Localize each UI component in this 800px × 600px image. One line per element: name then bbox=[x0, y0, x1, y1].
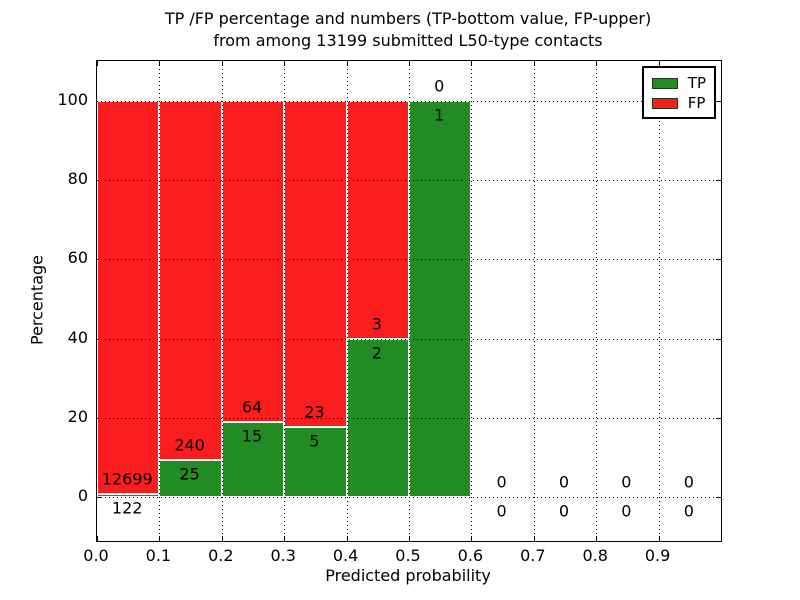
y-tick-label: 60 bbox=[67, 248, 88, 268]
bar-fp-segment bbox=[159, 100, 222, 460]
x-tick-label: 0.3 bbox=[270, 546, 296, 565]
chart-title-line2: from among 13199 submitted L50-type cont… bbox=[213, 31, 603, 50]
x-tick-label: 0.2 bbox=[208, 546, 234, 565]
x-tick-label: 0.8 bbox=[582, 546, 608, 565]
bar-tp-segment bbox=[284, 426, 347, 498]
gridline-vertical bbox=[658, 61, 660, 541]
tp-count-label: 0 bbox=[496, 501, 507, 521]
gridline-vertical bbox=[533, 61, 535, 541]
fp-count-label: 0 bbox=[558, 472, 570, 492]
gridline-vertical bbox=[471, 61, 473, 541]
bar-fp-segment bbox=[346, 100, 409, 339]
y-tick-label: 100 bbox=[57, 89, 88, 109]
legend-label-fp: FP bbox=[687, 93, 706, 112]
fp-count-label: 0 bbox=[496, 472, 507, 492]
chart-title-line1: TP /FP percentage and numbers (TP-bottom… bbox=[164, 9, 652, 28]
fp-count-label: 12699 bbox=[101, 469, 153, 489]
fp-count-label: 0 bbox=[621, 472, 632, 492]
gridline-vertical bbox=[284, 61, 286, 541]
bar-tp-segment bbox=[97, 493, 160, 498]
fp-count-label: 0 bbox=[683, 472, 694, 492]
bar-tp-segment bbox=[409, 100, 472, 498]
fp-count-label: 240 bbox=[174, 435, 205, 455]
y-tick-label: 20 bbox=[67, 407, 88, 427]
x-tick-label: 0.5 bbox=[395, 546, 421, 565]
gridline-vertical bbox=[596, 61, 598, 541]
x-tick-label: 0.7 bbox=[520, 546, 546, 565]
x-tick-mark-top bbox=[97, 61, 98, 66]
gridline-vertical bbox=[409, 61, 410, 541]
x-tick-mark bbox=[721, 536, 722, 541]
legend-label-tp: TP bbox=[687, 73, 706, 92]
tp-count-label: 1 bbox=[434, 105, 445, 125]
legend: TP FP bbox=[641, 66, 716, 119]
tp-count-label: 2 bbox=[371, 343, 382, 363]
fp-count-label: 64 bbox=[241, 397, 263, 417]
fp-count-label: 3 bbox=[371, 314, 382, 334]
tp-count-label: 0 bbox=[621, 501, 632, 521]
x-tick-label: 0.9 bbox=[644, 546, 671, 565]
fp-count-label: 0 bbox=[434, 76, 445, 96]
x-tick-label: 0.1 bbox=[145, 546, 172, 565]
tp-count-label: 5 bbox=[309, 431, 320, 450]
tp-color-swatch-icon bbox=[651, 77, 678, 89]
x-tick-mark-top bbox=[721, 61, 722, 66]
x-tick-label: 0.6 bbox=[457, 546, 484, 565]
plot-area: TP FP bbox=[96, 60, 722, 542]
fp-color-swatch-icon bbox=[651, 97, 678, 109]
x-tick-label: 0.4 bbox=[332, 546, 359, 565]
bar-fp-segment bbox=[97, 100, 160, 494]
y-tick-label: 0 bbox=[77, 486, 88, 506]
y-tick-label: 40 bbox=[67, 327, 88, 347]
gridline-vertical bbox=[346, 61, 348, 541]
x-axis-label: Predicted probability bbox=[325, 566, 491, 585]
bar-fp-segment bbox=[221, 100, 285, 423]
bar-fp-segment bbox=[284, 100, 347, 427]
tp-count-label: 122 bbox=[111, 498, 143, 518]
bar-tp-segment bbox=[159, 459, 222, 498]
x-tick-mark bbox=[97, 536, 98, 541]
gridline-vertical bbox=[159, 61, 161, 541]
y-tick-label: 80 bbox=[67, 169, 88, 188]
legend-entry-tp: TP bbox=[651, 73, 706, 93]
legend-entry-fp: FP bbox=[651, 93, 706, 113]
fp-count-label: 23 bbox=[304, 402, 325, 421]
tp-count-label: 0 bbox=[558, 501, 570, 521]
bar-tp-segment bbox=[221, 422, 285, 498]
tp-count-label: 0 bbox=[683, 501, 694, 521]
tp-count-label: 25 bbox=[179, 464, 200, 484]
tp-count-label: 15 bbox=[241, 426, 263, 446]
gridline-vertical bbox=[221, 61, 223, 541]
x-tick-label: 0.0 bbox=[83, 546, 109, 565]
